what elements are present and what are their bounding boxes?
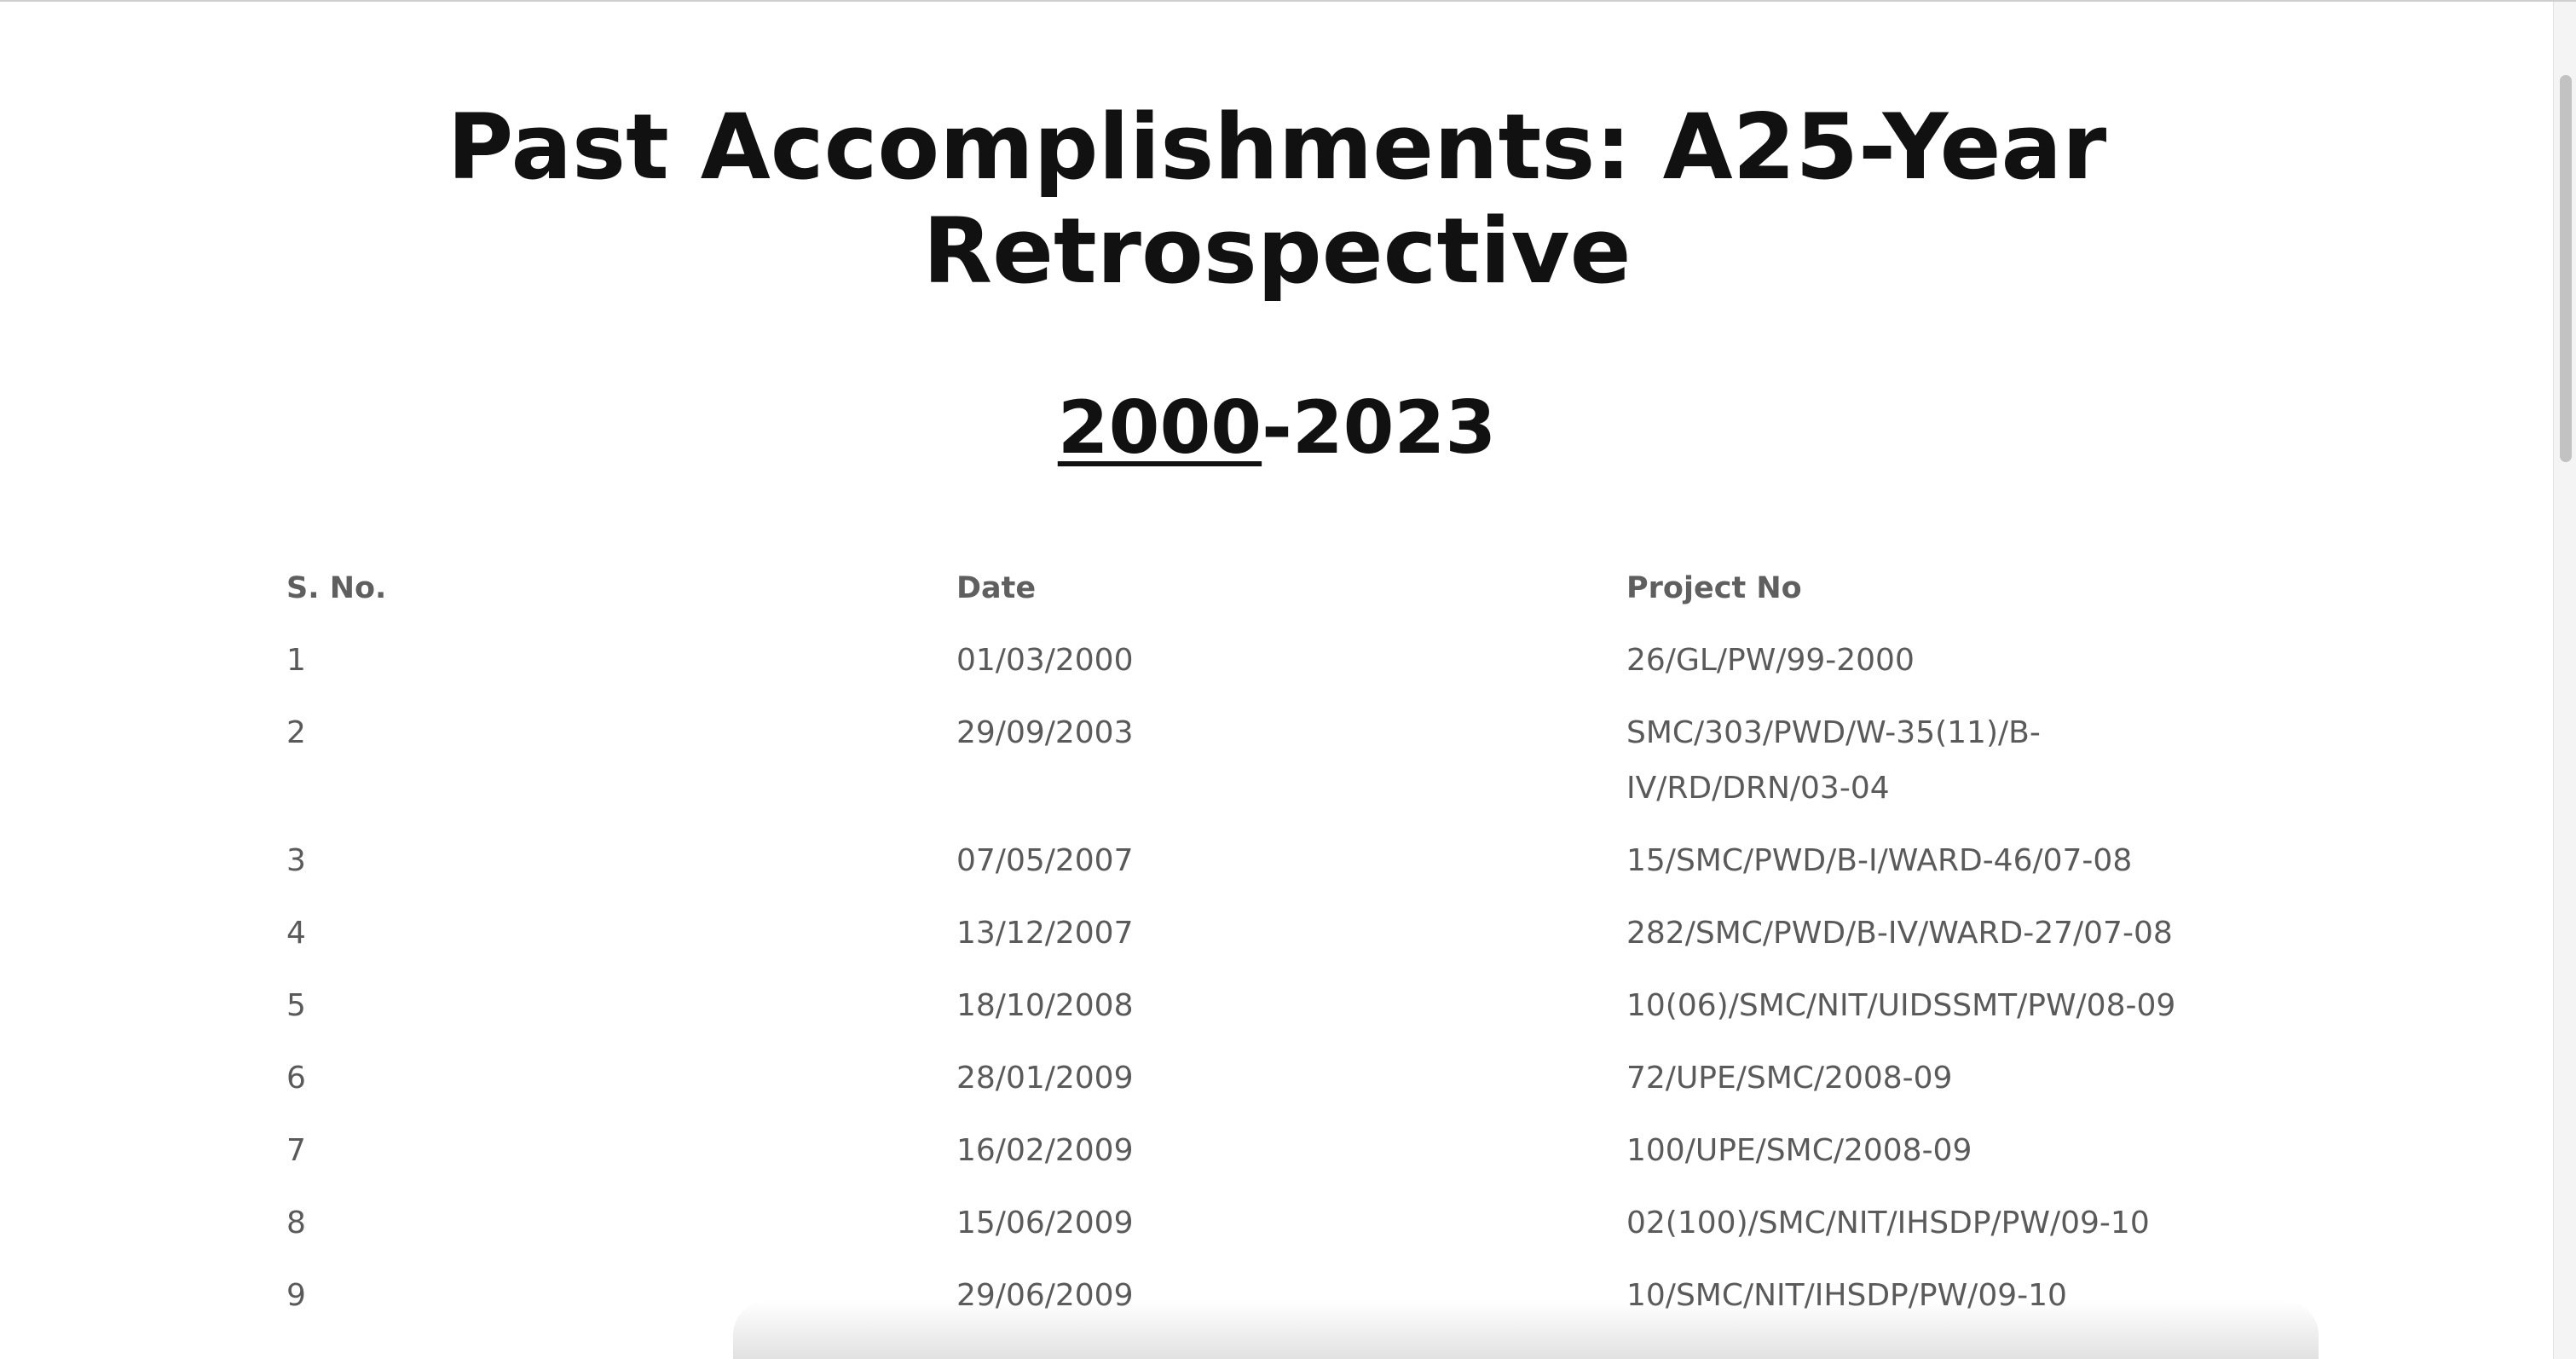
cell-project-no: 26/GL/PW/99-2000 [1626, 643, 1915, 678]
cell-date: 07/05/2007 [956, 843, 1134, 878]
header-project-no: Project No [1626, 571, 1802, 605]
table-row: 8 15/06/2009 02(100)/SMC/NIT/IHSDP/PW/09… [274, 1187, 2273, 1259]
cell-date: 01/03/2000 [956, 643, 1134, 678]
cell-serial-number: 8 [286, 1206, 306, 1240]
cell-serial-number: 6 [286, 1061, 306, 1096]
cell-project-no: 100/UPE/SMC/2008-09 [1626, 1133, 1972, 1168]
table-row: 9 29/06/2009 10/SMC/NIT/IHSDP/PW/09-10 [274, 1259, 2273, 1332]
cell-date: 28/01/2009 [956, 1061, 1134, 1096]
cell-project-no: 10/SMC/NIT/IHSDP/PW/09-10 [1626, 1278, 2067, 1313]
cell-serial-number: 1 [286, 643, 306, 678]
cell-project-no: 10(06)/SMC/NIT/UIDSSMT/PW/08-09 [1626, 988, 2176, 1023]
cell-serial-number: 4 [286, 916, 306, 951]
projects-table: S. No. Date Project No 1 01/03/2000 26/G… [274, 554, 2273, 1332]
table-row: 7 16/02/2009 100/UPE/SMC/2008-09 [274, 1114, 2273, 1187]
page-title: Past Accomplishments: A25-Year Retrospec… [447, 95, 2107, 304]
vertical-scrollbar[interactable] [2553, 2, 2576, 1359]
header-serial-number: S. No. [286, 571, 387, 605]
scrollbar-thumb[interactable] [2560, 75, 2572, 462]
cell-date: 18/10/2008 [956, 988, 1134, 1023]
cell-project-no: 72/UPE/SMC/2008-09 [1626, 1061, 1953, 1096]
cell-project-no: SMC/303/PWD/W-35(11)/B-IV/RD/DRN/03-04 [1626, 715, 2041, 806]
cell-serial-number: 5 [286, 988, 306, 1023]
table-header-row: S. No. Date Project No [274, 554, 2273, 624]
year-range-separator: - [1262, 385, 1292, 471]
table-row: 4 13/12/2007 282/SMC/PWD/B-IV/WARD-27/07… [274, 897, 2273, 969]
cell-date: 15/06/2009 [956, 1206, 1134, 1240]
table-row: 1 01/03/2000 26/GL/PW/99-2000 [274, 624, 2273, 697]
year-range-end: 2023 [1291, 385, 1497, 471]
table-row: 5 18/10/2008 10(06)/SMC/NIT/UIDSSMT/PW/0… [274, 969, 2273, 1042]
cell-project-no: 282/SMC/PWD/B-IV/WARD-27/07-08 [1626, 916, 2173, 951]
cell-serial-number: 2 [286, 715, 306, 750]
cell-date: 16/02/2009 [956, 1133, 1134, 1168]
year-range-start: 2000 [1057, 385, 1262, 471]
year-range-heading: 2000-2023 [256, 384, 2298, 472]
table-row: 2 29/09/2003 SMC/303/PWD/W-35(11)/B-IV/R… [274, 697, 2273, 824]
cell-serial-number: 7 [286, 1133, 306, 1168]
cell-date: 29/06/2009 [956, 1278, 1134, 1313]
cell-date: 29/09/2003 [956, 715, 1134, 750]
header-date: Date [956, 571, 1037, 605]
cell-date: 13/12/2007 [956, 916, 1134, 951]
table-row: 3 07/05/2007 15/SMC/PWD/B-I/WARD-46/07-0… [274, 824, 2273, 897]
table-row: 6 28/01/2009 72/UPE/SMC/2008-09 [274, 1042, 2273, 1114]
cell-project-no: 15/SMC/PWD/B-I/WARD-46/07-08 [1626, 843, 2133, 878]
cell-serial-number: 9 [286, 1278, 306, 1313]
cell-serial-number: 3 [286, 843, 306, 878]
cell-project-no: 02(100)/SMC/NIT/IHSDP/PW/09-10 [1626, 1206, 2150, 1240]
